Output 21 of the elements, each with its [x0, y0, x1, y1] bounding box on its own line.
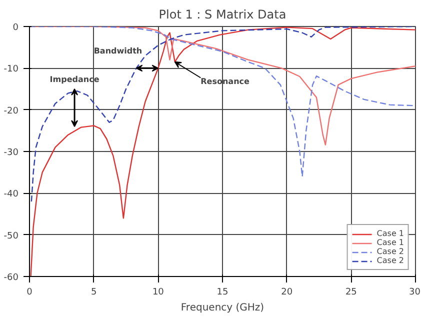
- x-tick-label: 20: [281, 288, 293, 298]
- x-tick-label: 0: [26, 288, 33, 298]
- x-tick-label: 25: [345, 288, 357, 298]
- x-tick-label: 15: [216, 288, 228, 298]
- x-tick-label: 30: [409, 288, 421, 298]
- chart-title: Plot 1 : S Matrix Data: [158, 8, 286, 22]
- y-tick-label: -50: [4, 231, 19, 242]
- x-axis-title: Frequency (GHz): [180, 302, 264, 314]
- annotation: Bandwidth: [94, 46, 142, 56]
- legend-label: Case 2: [376, 247, 404, 256]
- legend-label: Case 1: [376, 238, 404, 247]
- x-tick-label: 5: [90, 288, 97, 298]
- legend-label: Case 1: [376, 229, 404, 238]
- y-tick-label: -30: [4, 148, 19, 158]
- y-tick-label: -10: [4, 64, 19, 75]
- y-tick-label: -40: [4, 190, 19, 200]
- y-tick-label: -20: [4, 106, 19, 116]
- y-tick-label: 0: [12, 23, 19, 33]
- legend-label: Case 2: [376, 256, 404, 265]
- x-tick-label: 10: [152, 288, 164, 298]
- y-tick-label: -60: [4, 273, 19, 283]
